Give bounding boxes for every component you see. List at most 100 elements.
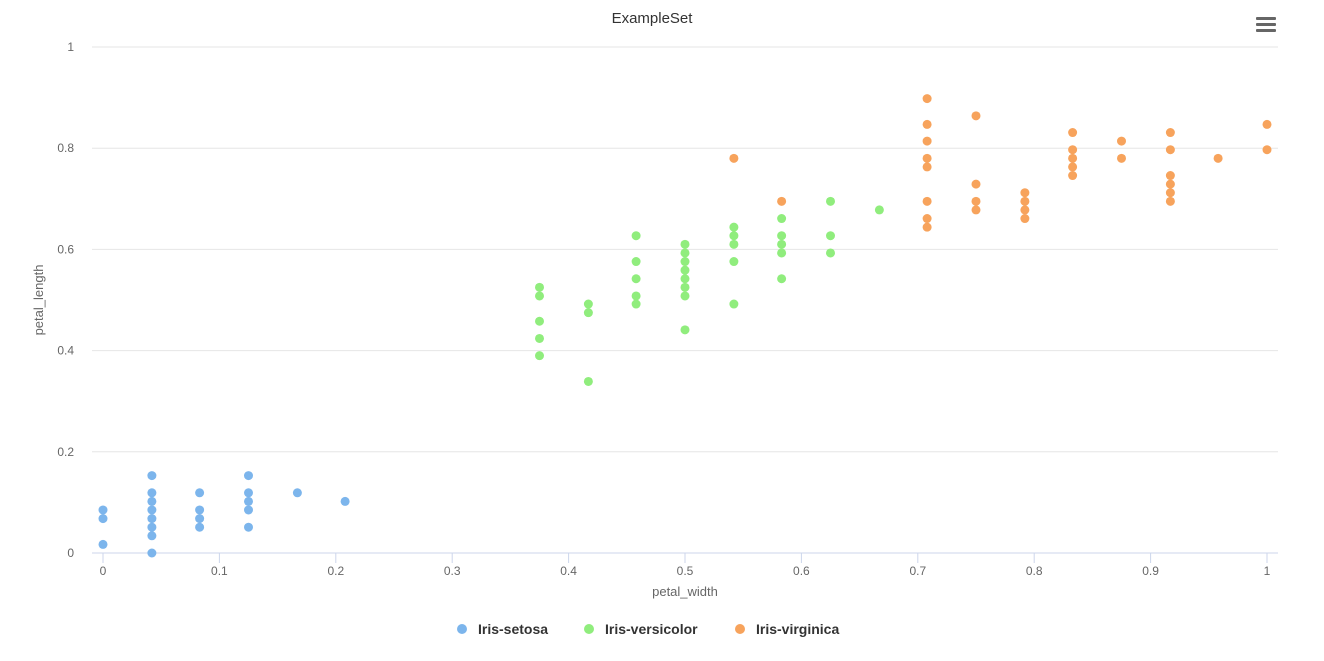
scatter-point-iris-virginica[interactable] [971,179,981,189]
scatter-point-iris-versicolor[interactable] [631,231,641,241]
legend-item-label[interactable]: Iris-setosa [478,621,548,637]
scatter-point-iris-versicolor[interactable] [680,257,690,267]
scatter-point-iris-virginica[interactable] [1165,196,1175,206]
scatter-point-iris-versicolor[interactable] [535,291,544,301]
scatter-point-iris-virginica[interactable] [1020,188,1030,198]
scatter-point-iris-virginica[interactable] [1262,145,1272,155]
scatter-point-iris-virginica[interactable] [1165,171,1175,181]
scatter-point-iris-setosa[interactable] [98,514,108,524]
scatter-point-iris-versicolor[interactable] [680,265,690,275]
scatter-point-iris-virginica[interactable] [1117,136,1126,146]
scatter-point-iris-versicolor[interactable] [729,257,739,267]
scatter-point-iris-versicolor[interactable] [680,239,690,249]
scatter-point-iris-virginica[interactable] [922,119,932,129]
scatter-point-iris-versicolor[interactable] [680,282,690,292]
scatter-point-iris-versicolor[interactable] [777,239,787,249]
scatter-point-iris-virginica[interactable] [922,162,932,172]
scatter-point-iris-versicolor[interactable] [680,291,690,301]
scatter-point-iris-virginica[interactable] [922,214,932,224]
scatter-point-iris-virginica[interactable] [922,94,932,104]
scatter-point-iris-versicolor[interactable] [680,248,690,258]
legend-item-label[interactable]: Iris-virginica [756,621,839,637]
scatter-point-iris-setosa[interactable] [147,488,157,498]
scatter-point-iris-setosa[interactable] [195,522,205,532]
x-tick-label: 0.2 [327,564,344,578]
scatter-point-iris-setosa[interactable] [147,531,157,541]
scatter-point-iris-virginica[interactable] [971,111,981,121]
scatter-point-iris-virginica[interactable] [922,153,932,163]
scatter-point-iris-versicolor[interactable] [583,299,593,309]
scatter-point-iris-virginica[interactable] [1165,179,1175,189]
scatter-point-iris-versicolor[interactable] [631,274,641,284]
scatter-point-iris-versicolor[interactable] [777,214,787,224]
scatter-point-iris-virginica[interactable] [1020,214,1030,224]
scatter-point-iris-virginica[interactable] [1165,145,1175,155]
scatter-point-iris-setosa[interactable] [244,471,253,481]
scatter-point-iris-virginica[interactable] [729,153,739,163]
scatter-point-iris-versicolor[interactable] [777,231,787,241]
scatter-point-iris-virginica[interactable] [1165,188,1175,198]
scatter-point-iris-versicolor[interactable] [583,376,593,386]
scatter-point-iris-virginica[interactable] [1068,162,1078,172]
scatter-point-iris-setosa[interactable] [195,488,205,498]
scatter-point-iris-virginica[interactable] [1020,196,1030,206]
scatter-point-iris-setosa[interactable] [195,505,205,515]
hamburger-menu-icon[interactable] [1250,8,1282,40]
scatter-point-iris-versicolor[interactable] [680,274,690,284]
scatter-point-iris-versicolor[interactable] [729,231,739,241]
y-tick-label: 0 [67,546,74,560]
scatter-point-iris-virginica[interactable] [971,196,981,206]
scatter-point-iris-setosa[interactable] [244,522,253,532]
scatter-point-iris-versicolor[interactable] [680,325,690,335]
scatter-point-iris-versicolor[interactable] [631,257,641,267]
scatter-point-iris-virginica[interactable] [1068,128,1078,138]
scatter-point-iris-versicolor[interactable] [631,291,641,301]
scatter-point-iris-versicolor[interactable] [826,231,835,241]
x-tick-label: 0.1 [211,564,228,578]
scatter-point-iris-virginica[interactable] [922,222,932,232]
scatter-point-iris-versicolor[interactable] [631,299,641,309]
scatter-point-iris-setosa[interactable] [147,505,157,515]
scatter-point-iris-versicolor[interactable] [826,248,835,258]
scatter-point-iris-virginica[interactable] [922,136,932,146]
scatter-point-iris-setosa[interactable] [147,522,157,532]
scatter-point-iris-setosa[interactable] [98,505,108,515]
scatter-point-iris-versicolor[interactable] [777,248,787,258]
scatter-point-iris-setosa[interactable] [147,471,157,481]
scatter-point-iris-setosa[interactable] [244,496,253,506]
scatter-point-iris-setosa[interactable] [147,548,157,558]
scatter-point-iris-versicolor[interactable] [777,274,787,284]
y-tick-label: 0.2 [57,445,74,459]
scatter-point-iris-versicolor[interactable] [583,308,593,318]
scatter-point-iris-setosa[interactable] [98,539,108,549]
scatter-point-iris-versicolor[interactable] [729,299,739,309]
scatter-point-iris-virginica[interactable] [1165,128,1175,138]
scatter-point-iris-setosa[interactable] [292,488,302,498]
scatter-point-iris-virginica[interactable] [1068,145,1078,155]
scatter-point-iris-setosa[interactable] [147,496,157,506]
scatter-point-iris-versicolor[interactable] [535,282,544,292]
scatter-point-iris-virginica[interactable] [1117,153,1126,163]
scatter-point-iris-virginica[interactable] [1213,153,1223,163]
scatter-point-iris-versicolor[interactable] [535,333,544,343]
scatter-point-iris-virginica[interactable] [777,196,787,206]
scatter-point-iris-virginica[interactable] [971,205,981,215]
scatter-point-iris-versicolor[interactable] [535,351,544,361]
scatter-point-iris-virginica[interactable] [1068,153,1078,163]
scatter-point-iris-virginica[interactable] [1262,119,1272,129]
scatter-point-iris-versicolor[interactable] [874,205,884,215]
scatter-point-iris-setosa[interactable] [244,488,253,498]
y-tick-label: 1 [67,40,74,54]
scatter-point-iris-versicolor[interactable] [535,316,544,326]
scatter-point-iris-versicolor[interactable] [729,222,739,232]
scatter-point-iris-setosa[interactable] [147,514,157,524]
scatter-point-iris-virginica[interactable] [1020,205,1030,215]
scatter-point-iris-setosa[interactable] [244,505,253,515]
scatter-point-iris-setosa[interactable] [340,496,350,506]
scatter-point-iris-versicolor[interactable] [826,196,835,206]
scatter-point-iris-virginica[interactable] [922,196,932,206]
scatter-point-iris-versicolor[interactable] [729,239,739,249]
legend-item-label[interactable]: Iris-versicolor [605,621,698,637]
scatter-point-iris-virginica[interactable] [1068,171,1078,181]
scatter-point-iris-setosa[interactable] [195,514,205,524]
